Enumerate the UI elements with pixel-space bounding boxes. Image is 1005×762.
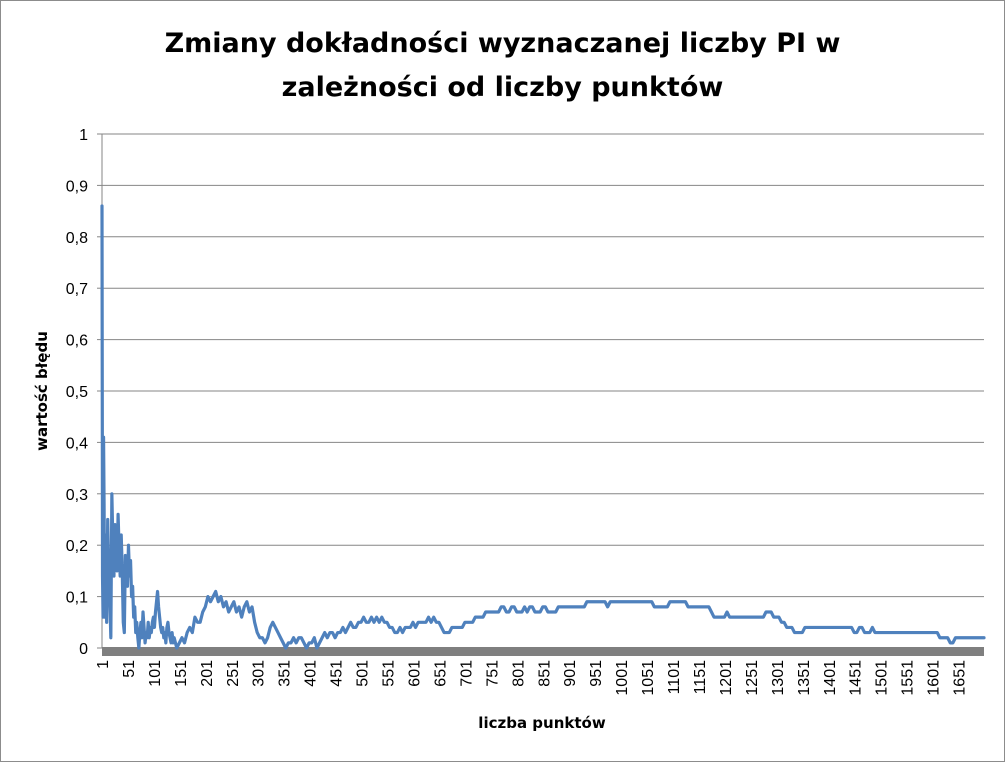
x-tick-label: 501 xyxy=(355,660,372,687)
y-tick-label: 0,2 xyxy=(66,538,88,555)
x-tick-label: 801 xyxy=(510,660,527,687)
x-tick-label: 1501 xyxy=(874,660,891,696)
x-tick-label: 1051 xyxy=(640,660,657,696)
x-tick-label: 251 xyxy=(225,660,242,687)
x-tick-label: 901 xyxy=(562,660,579,687)
x-tick-label: 1601 xyxy=(926,660,943,696)
y-tick-label: 0,4 xyxy=(66,435,88,452)
x-tick-label: 1101 xyxy=(666,660,683,695)
x-tick-label: 751 xyxy=(484,660,501,687)
y-tick-label: 1 xyxy=(79,127,88,144)
y-tick-label: 0,7 xyxy=(66,281,88,298)
gridlines xyxy=(97,133,984,656)
x-tick-label: 1001 xyxy=(614,660,631,696)
y-tick-label: 0 xyxy=(79,641,88,658)
x-tick-label: 51 xyxy=(121,660,138,678)
x-tick-label: 351 xyxy=(277,660,294,687)
x-tick-label: 1651 xyxy=(952,660,969,696)
x-tick-label: 1301 xyxy=(770,660,787,696)
x-tick-label: 301 xyxy=(251,660,268,687)
y-axis-title: wartość błędu xyxy=(33,331,51,451)
x-tick-label: 151 xyxy=(173,660,190,687)
y-tick-label: 0,6 xyxy=(66,333,88,350)
chart-title: Zmiany dokładności wyznaczanej liczby PI… xyxy=(0,22,1005,110)
series-line xyxy=(100,204,986,650)
x-axis-floor xyxy=(102,647,984,656)
y-tick-label: 0,1 xyxy=(66,590,88,607)
x-tick-label: 1401 xyxy=(822,660,839,696)
x-tick-label: 1151 xyxy=(692,660,709,695)
y-axis-ticks: 0 0,1 0,2 0,3 0,4 0,5 0,6 0,7 0,8 0,9 1 xyxy=(66,127,88,658)
y-tick-label: 0,5 xyxy=(66,384,88,401)
x-tick-label: 951 xyxy=(588,660,605,687)
y-tick-label: 0,9 xyxy=(66,178,88,195)
x-tick-label: 1451 xyxy=(848,660,865,696)
x-tick-label: 851 xyxy=(536,660,553,687)
x-tick-label: 1551 xyxy=(900,660,917,696)
chart-title-line-2: zależności od liczby punktów xyxy=(281,72,724,103)
y-tick-label: 0,3 xyxy=(66,487,88,504)
x-tick-label: 1201 xyxy=(718,660,735,696)
x-tick-label: 401 xyxy=(303,660,320,687)
x-tick-label: 601 xyxy=(406,660,423,687)
y-tick-label: 0,8 xyxy=(66,230,88,247)
x-axis-ticks: 1 51 101 151 201 251 301 351 401 451 501 551 601 651 7… xyxy=(95,660,969,696)
x-tick-label: 201 xyxy=(199,660,216,687)
x-tick-label: 1351 xyxy=(796,660,813,696)
x-tick-label: 651 xyxy=(432,660,449,687)
x-tick-label: 551 xyxy=(381,660,398,687)
x-tick-label: 1 xyxy=(95,660,112,669)
x-tick-label: 451 xyxy=(329,660,346,687)
x-tick-label: 701 xyxy=(458,660,475,687)
series-group xyxy=(100,204,986,650)
chart-title-line-1: Zmiany dokładności wyznaczanej liczby PI… xyxy=(164,28,841,59)
x-tick-label: 1251 xyxy=(744,660,761,696)
x-axis-title: liczba punktów xyxy=(478,714,606,732)
x-tick-label: 101 xyxy=(147,660,164,687)
